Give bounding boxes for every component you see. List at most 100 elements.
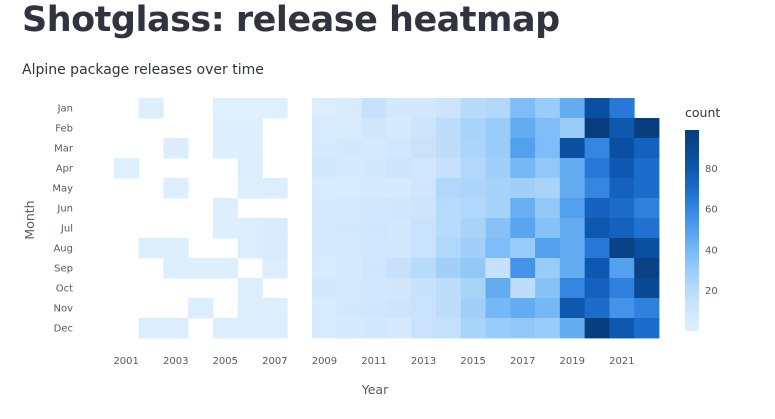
- heatmap-cell-dec-2016: [485, 318, 511, 339]
- heatmap-cell-jun-2014: [435, 198, 462, 219]
- heatmap-cell-nov-2010: [336, 298, 363, 319]
- heatmap-cell-mar-2015: [460, 138, 486, 159]
- x-axis-ticks: 2001 2003 2005 2007 2009 2011 2013 2015 2017 2019…: [113, 356, 634, 367]
- heatmap-cell-jun-2013: [411, 198, 437, 219]
- heatmap-cell-feb-2009: [312, 118, 338, 139]
- heatmap-cell-sep-2009: [312, 258, 338, 279]
- heatmap-cell-mar-2019: [559, 138, 586, 159]
- heatmap-cell-jan-2014: [435, 98, 462, 119]
- heatmap-cell-oct-2013: [411, 278, 437, 299]
- y-axis-ticks: Jan Feb Mar Apr May Jun Jul Aug Sep Oct Nov Dec: [52, 104, 74, 335]
- x-tick-2001: 2001: [113, 356, 138, 367]
- heatmap-cell-sep-2007: [262, 258, 288, 279]
- heatmap-cell-dec-2014: [435, 318, 462, 339]
- heatmap-cell-nov-2020: [584, 298, 610, 319]
- y-tick-jun: Jun: [56, 204, 73, 215]
- heatmap-cell-feb-2006: [237, 118, 263, 139]
- heatmap-cell-dec-2005: [212, 318, 239, 339]
- heatmap-cell-sep-2010: [336, 258, 363, 279]
- heatmap-cell-mar-2006: [237, 138, 263, 159]
- heatmap-cell-jan-2013: [411, 98, 437, 119]
- heatmap-cell-jan-2019: [559, 98, 586, 119]
- heatmap-cell-jan-2012: [386, 98, 412, 119]
- heatmap-cell-jul-2018: [535, 218, 561, 239]
- heatmap-cell-jun-2019: [559, 198, 586, 219]
- heatmap-cell-jun-2010: [336, 198, 363, 219]
- heatmap-cell-dec-2007: [262, 318, 288, 339]
- heatmap-cell-sep-2003: [163, 258, 189, 279]
- heatmap-cell-may-2013: [411, 178, 437, 199]
- heatmap-cell-dec-2002: [138, 318, 164, 339]
- colorbar-tick-20: 20: [705, 286, 718, 297]
- y-tick-nov: Nov: [53, 304, 73, 315]
- heatmap-cell-may-2019: [559, 178, 586, 199]
- colorbar-tick-40: 40: [705, 245, 718, 256]
- heatmap-cell-dec-2019: [559, 318, 586, 339]
- heatmap-cell-sep-2017: [510, 258, 536, 279]
- heatmap-cell-jan-2016: [485, 98, 511, 119]
- heatmap-cell-jun-2012: [386, 198, 412, 219]
- heatmap-cell-apr-2012: [386, 158, 412, 179]
- heatmap-cell-apr-2016: [485, 158, 511, 179]
- heatmap-cell-nov-2007: [262, 298, 288, 319]
- heatmap-cell-apr-2021: [609, 158, 635, 179]
- heatmap-cell-aug-2007: [262, 238, 288, 259]
- heatmap-cell-feb-2016: [485, 118, 511, 139]
- heatmap-cell-nov-2015: [460, 298, 486, 319]
- heatmap-cell-jan-2020: [584, 98, 610, 119]
- heatmap-cell-jul-2022: [634, 218, 660, 239]
- heatmap-cell-jun-2005: [212, 198, 239, 219]
- heatmap-cell-mar-2010: [336, 138, 363, 159]
- heatmap-cell-oct-2018: [535, 278, 561, 299]
- heatmap-cell-jul-2020: [584, 218, 610, 239]
- heatmap-cells: [113, 98, 660, 339]
- heatmap-cell-jun-2018: [535, 198, 561, 219]
- heatmap-cell-mar-2016: [485, 138, 511, 159]
- y-tick-aug: Aug: [53, 244, 73, 255]
- heatmap-cell-dec-2009: [312, 318, 338, 339]
- colorbar-tick-60: 60: [705, 205, 718, 216]
- heatmap-cell-mar-2022: [634, 138, 660, 159]
- heatmap-cell-apr-2017: [510, 158, 536, 179]
- heatmap-cell-may-2006: [237, 178, 263, 199]
- heatmap-cell-feb-2014: [435, 118, 462, 139]
- heatmap-cell-mar-2003: [163, 138, 189, 159]
- heatmap-cell-jan-2005: [212, 98, 239, 119]
- heatmap-cell-nov-2004: [188, 298, 214, 319]
- heatmap-cell-apr-2013: [411, 158, 437, 179]
- heatmap-cell-jul-2005: [212, 218, 239, 239]
- heatmap-cell-nov-2009: [312, 298, 338, 319]
- y-tick-dec: Dec: [54, 324, 73, 335]
- heatmap-cell-jul-2009: [312, 218, 338, 239]
- heatmap-cell-feb-2005: [212, 118, 239, 139]
- colorbar: [685, 130, 699, 331]
- heatmap-cell-aug-2003: [163, 238, 189, 259]
- heatmap-cell-aug-2010: [336, 238, 363, 259]
- heatmap-cell-oct-2019: [559, 278, 586, 299]
- heatmap-cell-feb-2013: [411, 118, 437, 139]
- heatmap-cell-oct-2017: [510, 278, 536, 299]
- heatmap-cell-apr-2014: [435, 158, 462, 179]
- heatmap-cell-dec-2003: [163, 318, 189, 339]
- heatmap-cell-jul-2012: [386, 218, 412, 239]
- heatmap-cell-nov-2018: [535, 298, 561, 319]
- heatmap-cell-apr-2010: [336, 158, 363, 179]
- y-tick-may: May: [52, 184, 73, 195]
- heatmap-cell-jan-2017: [510, 98, 536, 119]
- heatmap-cell-jun-2021: [609, 198, 635, 219]
- heatmap-cell-jul-2014: [435, 218, 462, 239]
- heatmap-cell-feb-2010: [336, 118, 363, 139]
- heatmap-cell-nov-2016: [485, 298, 511, 319]
- heatmap-cell-aug-2013: [411, 238, 437, 259]
- heatmap-cell-oct-2012: [386, 278, 412, 299]
- heatmap-cell-mar-2018: [535, 138, 561, 159]
- heatmap-cell-may-2009: [312, 178, 338, 199]
- heatmap-cell-jan-2010: [336, 98, 363, 119]
- heatmap-cell-apr-2006: [237, 158, 263, 179]
- heatmap-cell-nov-2019: [559, 298, 586, 319]
- heatmap-cell-dec-2021: [609, 318, 635, 339]
- heatmap-cell-feb-2020: [584, 118, 610, 139]
- heatmap-cell-feb-2012: [386, 118, 412, 139]
- heatmap-cell-mar-2020: [584, 138, 610, 159]
